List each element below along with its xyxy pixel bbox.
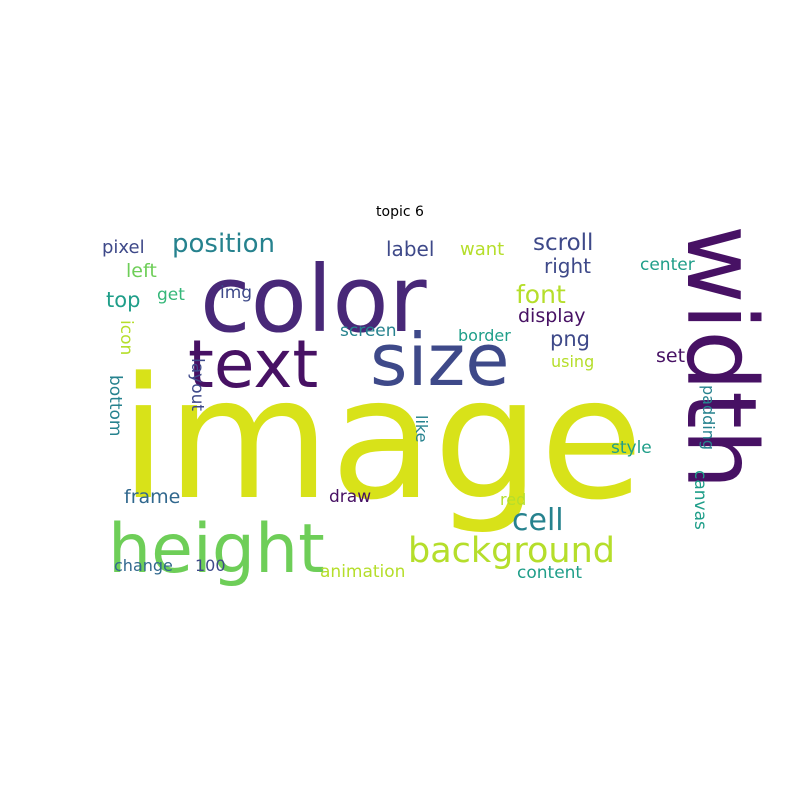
word-label: label xyxy=(386,237,434,261)
word-top: top xyxy=(106,288,140,312)
word-size: size xyxy=(370,318,510,402)
word-png: png xyxy=(550,327,590,351)
word-100: 100 xyxy=(195,556,226,575)
word-layout: layout xyxy=(187,358,207,411)
word-style: style xyxy=(611,438,652,458)
word-border: border xyxy=(458,326,511,345)
word-like: like xyxy=(412,415,431,442)
word-using: using xyxy=(551,352,594,371)
figure-title: topic 6 xyxy=(376,204,424,220)
word-scroll: scroll xyxy=(533,230,593,256)
word-cell: cell xyxy=(512,503,564,538)
word-width: width xyxy=(665,225,777,490)
word-animation: animation xyxy=(320,562,405,582)
word-position: position xyxy=(172,229,275,259)
word-font: font xyxy=(516,280,566,309)
word-height: height xyxy=(108,510,325,589)
word-image: image xyxy=(120,341,643,537)
word-pixel: pixel xyxy=(102,237,145,258)
word-get: get xyxy=(157,285,185,305)
word-left: left xyxy=(126,260,157,282)
word-change: change xyxy=(114,556,173,575)
word-frame: frame xyxy=(124,486,180,508)
word-icon: icon xyxy=(116,320,136,355)
word-center: center xyxy=(640,255,695,275)
word-set: set xyxy=(656,345,685,367)
word-img: img xyxy=(220,283,252,303)
word-right: right xyxy=(544,254,591,278)
word-bottom: bottom xyxy=(105,375,125,436)
word-want: want xyxy=(460,239,504,260)
word-draw: draw xyxy=(329,487,371,507)
word-red: red xyxy=(500,490,526,509)
word-color: color xyxy=(200,246,427,353)
word-content: content xyxy=(517,563,582,583)
word-display: display xyxy=(518,305,585,327)
word-background: background xyxy=(408,531,615,571)
word-screen: screen xyxy=(340,321,397,341)
word-padding: padding xyxy=(699,385,718,450)
word-text: text xyxy=(188,326,318,403)
word-canvas: canvas xyxy=(690,470,710,530)
